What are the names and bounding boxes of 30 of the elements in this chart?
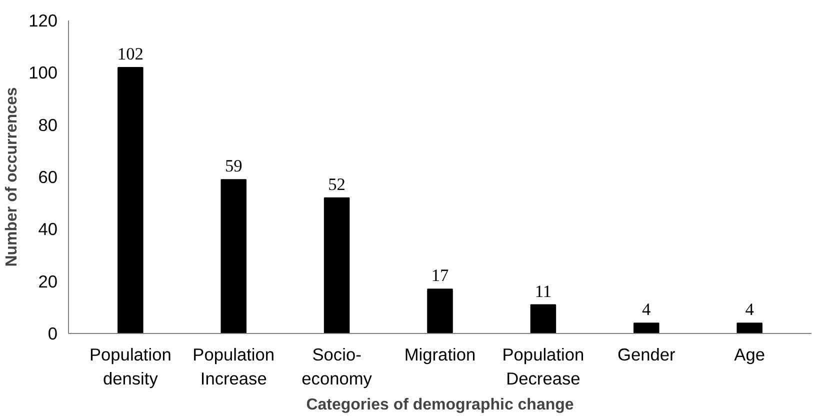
bar — [118, 66, 144, 334]
data-label: 4 — [745, 300, 754, 320]
y-tick-label: 40 — [38, 219, 58, 240]
bar — [220, 179, 246, 334]
bar — [324, 197, 350, 334]
y-axis-title: Number of occurrences — [4, 87, 21, 267]
x-tick-label: Socio- economy — [302, 344, 372, 388]
y-tick-label: 0 — [48, 324, 58, 344]
data-label: 59 — [224, 156, 242, 176]
data-label: 4 — [642, 300, 652, 320]
y-tick-label: 60 — [38, 167, 58, 187]
y-tick-label: 100 — [28, 62, 58, 83]
data-label: 17 — [431, 266, 449, 286]
bar — [530, 304, 556, 334]
x-tick-label: Population Decrease — [502, 344, 584, 388]
x-tick-label: Migration — [404, 344, 476, 364]
x-tick-label: Age — [734, 344, 766, 364]
data-label: 11 — [534, 282, 552, 301]
bar — [634, 322, 660, 334]
bar — [427, 288, 453, 334]
y-tick-label: 20 — [38, 271, 58, 292]
data-label: 52 — [328, 174, 346, 194]
bar — [736, 322, 762, 334]
y-tick-label: 80 — [38, 114, 58, 135]
x-tick-label: Population Increase — [192, 344, 275, 388]
x-tick-label: Gender — [617, 344, 676, 364]
x-tick-label: Population density — [89, 344, 172, 388]
y-tick-label: 120 — [28, 10, 58, 30]
data-label: 102 — [117, 44, 144, 64]
x-axis-title: Categories of demographic change — [306, 396, 574, 414]
